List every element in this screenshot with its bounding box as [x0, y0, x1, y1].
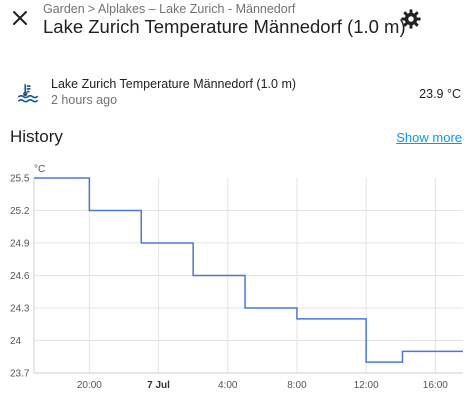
- show-more-link[interactable]: Show more: [396, 130, 462, 145]
- x-tick-label: 16:00: [423, 380, 448, 391]
- y-tick-label: 25.2: [10, 206, 30, 217]
- entity-name: Lake Zurich Temperature Männedorf (1.0 m…: [51, 77, 297, 91]
- breadcrumb-separator: >: [87, 2, 96, 16]
- x-tick-label: 4:00: [218, 380, 238, 391]
- entity-last-changed: 2 hours ago: [51, 93, 118, 107]
- y-tick-label: 24: [10, 336, 22, 347]
- y-tick-label: 23.7: [10, 369, 30, 380]
- x-tick-label: 8:00: [287, 380, 307, 391]
- y-axis-unit-label: °C: [34, 164, 45, 175]
- y-tick-label: 24.9: [10, 239, 30, 250]
- series-line: [34, 177, 463, 363]
- breadcrumb-item-area[interactable]: Garden: [43, 2, 85, 16]
- x-tick-label: 12:00: [354, 380, 379, 391]
- y-tick-label: 25.5: [10, 174, 30, 185]
- page-title: Lake Zurich Temperature Männedorf (1.0 m…: [43, 16, 406, 37]
- entity-state: 23.9 °C: [419, 87, 461, 101]
- x-tick-label: 20:00: [77, 380, 102, 391]
- gear-icon: [401, 9, 421, 29]
- water-thermometer-icon: [18, 83, 38, 103]
- chart-grid: [34, 178, 463, 373]
- history-title: History: [10, 127, 63, 146]
- settings-button[interactable]: [400, 8, 422, 30]
- y-tick-label: 24.6: [10, 271, 30, 282]
- chart-series: [33, 177, 464, 363]
- y-tick-label: 24.3: [10, 304, 30, 315]
- close-icon: [13, 11, 27, 25]
- history-chart[interactable]: °C 25.5 25.2 24.9 24.6 24.3 24 23.7 20:00 7 Jul 4:…: [0, 160, 473, 400]
- breadcrumb: Garden > Alplakes – Lake Zurich - Männedor…: [43, 2, 295, 16]
- chart-axes: °C 25.5 25.2 24.9 24.6 24.3 24 23.7 20:00 7 Jul 4:…: [10, 164, 463, 391]
- breadcrumb-item-device[interactable]: Alplakes – Lake Zurich - Männedorf: [98, 2, 296, 16]
- entity-row[interactable]: Lake Zurich Temperature Männedorf (1.0 m…: [0, 72, 473, 112]
- app-header: Garden > Alplakes – Lake Zurich - Männedor…: [0, 0, 473, 48]
- entity-icon-wrapper: [17, 82, 39, 104]
- x-tick-label: 7 Jul: [147, 380, 170, 391]
- close-button[interactable]: [8, 6, 32, 30]
